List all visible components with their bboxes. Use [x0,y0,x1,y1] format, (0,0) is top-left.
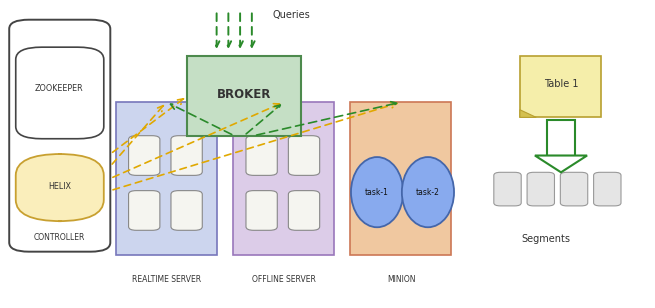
FancyBboxPatch shape [288,191,320,230]
Bar [350,102,451,255]
FancyBboxPatch shape [128,136,160,175]
FancyBboxPatch shape [494,172,521,206]
Bar [520,56,601,117]
Text: task-2: task-2 [416,188,440,197]
FancyBboxPatch shape [9,20,110,252]
Text: ZOOKEEPER: ZOOKEEPER [35,84,84,93]
FancyBboxPatch shape [246,136,277,175]
Ellipse shape [402,157,454,227]
FancyBboxPatch shape [171,191,202,230]
FancyBboxPatch shape [246,191,277,230]
FancyBboxPatch shape [128,191,160,230]
Text: Segments: Segments [521,234,571,245]
Text: BROKER: BROKER [217,88,271,101]
FancyBboxPatch shape [593,172,621,206]
FancyBboxPatch shape [16,154,103,221]
Bar [233,102,334,255]
Bar [187,56,301,136]
Text: Table 1: Table 1 [544,79,578,89]
Text: task-1: task-1 [365,188,389,197]
Ellipse shape [351,157,403,227]
FancyBboxPatch shape [527,172,555,206]
Text: OFFLINE SERVER: OFFLINE SERVER [252,275,316,284]
FancyBboxPatch shape [560,172,588,206]
FancyBboxPatch shape [16,47,103,139]
Polygon shape [535,156,587,172]
Text: HELIX: HELIX [48,181,71,191]
FancyBboxPatch shape [288,136,320,175]
Bar [115,102,217,255]
Text: MINION: MINION [387,275,415,284]
FancyBboxPatch shape [171,136,202,175]
Text: REALTIME SERVER: REALTIME SERVER [132,275,201,284]
Polygon shape [520,110,536,117]
Text: Queries: Queries [272,10,310,20]
Text: CONTROLLER: CONTROLLER [34,233,85,242]
Bar [547,120,575,156]
